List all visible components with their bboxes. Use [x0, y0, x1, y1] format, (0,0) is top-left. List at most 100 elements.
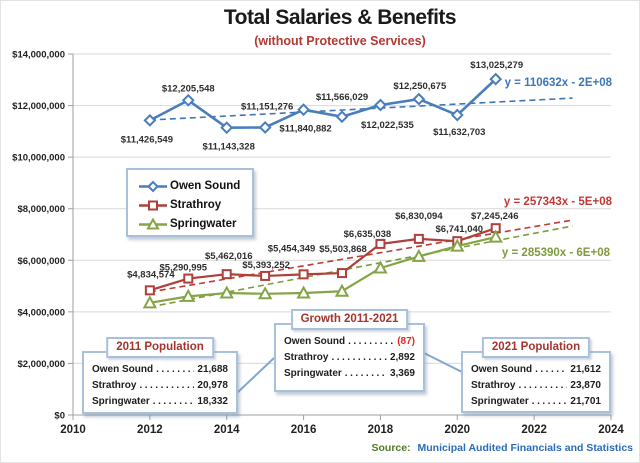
callout-row-value: 23,870	[570, 380, 601, 391]
springwater-marker	[219, 285, 234, 299]
strathroy-marker	[260, 270, 271, 281]
callout-title: 2021 Population	[481, 337, 591, 358]
y-axis-tick-label: $0	[54, 411, 65, 422]
strathroy-marker	[298, 269, 309, 280]
dotted-leader	[331, 350, 387, 363]
y-axis-tick-label: $6,000,000	[17, 256, 65, 267]
source-label: Source:	[371, 442, 411, 454]
strathroy-data-label: $5,462,016	[205, 251, 253, 262]
trendline-equation-owen-sound: y = 110632x - 2E+08	[504, 77, 612, 89]
callout-row-value: 2,892	[389, 352, 415, 363]
springwater-marker	[257, 286, 273, 300]
callout-growth-2011-2021: Growth 2011-2021 Owen Sound (87) Strathroy…	[274, 309, 425, 392]
dotted-leader	[532, 394, 568, 407]
callout-row: Strathroy 2,892	[284, 350, 415, 366]
strathroy-data-label: $6,830,094	[395, 211, 443, 222]
x-axis-tick-label: 2016	[291, 424, 317, 436]
owen-sound-data-label: $11,566,029	[316, 92, 368, 103]
springwater-line	[149, 236, 496, 304]
legend-label: Owen Sound	[170, 180, 241, 192]
owen-sound-data-label: $12,022,535	[361, 120, 415, 131]
strathroy-marker	[183, 273, 194, 284]
chart-title: Total Salaries & Benefits	[223, 6, 457, 29]
callout-row-value: 3,369	[389, 368, 415, 379]
owen-sound-marker	[258, 121, 272, 134]
springwater-marker	[142, 295, 158, 309]
callout-row-value: 18,332	[197, 396, 228, 407]
springwater-marker	[411, 248, 427, 262]
callout-row: Strathroy 23,870	[471, 378, 601, 394]
callout-row: Springwater 18,332	[92, 394, 228, 410]
x-axis-tick-label: 2012	[137, 424, 163, 436]
owen-sound-marker	[374, 98, 387, 112]
callout-title: 2011 Population	[106, 337, 214, 358]
springwater-marker	[488, 229, 503, 243]
trendline-strathroy	[149, 219, 573, 293]
callout-row-name: Springwater	[92, 396, 150, 407]
dotted-leader	[156, 362, 194, 375]
y-axis-tick-label: $12,000,000	[12, 101, 65, 112]
callout-connector-left	[236, 357, 275, 394]
chart-subtitle: (without Protective Services)	[254, 34, 426, 48]
owen-sound-data-label: $13,025,279	[470, 60, 523, 71]
dotted-leader	[345, 366, 387, 379]
strathroy-marker	[375, 238, 386, 249]
strathroy-marker	[144, 285, 155, 296]
trendline-owen-sound	[149, 97, 573, 121]
legend: Owen Sound Strathroy Springwater	[126, 168, 254, 237]
x-axis-tick-label: 2024	[598, 424, 624, 436]
callout-row-name: Springwater	[471, 396, 529, 407]
callout-title: Growth 2011-2021	[290, 309, 409, 330]
owen-sound-marker-icon	[139, 180, 167, 192]
strathroy-marker-icon	[139, 200, 167, 210]
owen-sound-data-label: $11,840,882	[279, 124, 331, 135]
x-axis-tick-label: 2014	[214, 424, 240, 436]
callout-2021-population: 2021 Population Owen Sound 21,612 Strathro…	[461, 337, 611, 413]
trendline-equation-springwater: y = 285390x - 6E+08	[501, 247, 610, 259]
owen-sound-data-label: $12,250,675	[393, 81, 447, 92]
callout-row-name: Owen Sound	[471, 364, 533, 375]
dotted-leader	[518, 378, 567, 391]
x-axis-tick-label: 2022	[521, 424, 547, 436]
y-axis-tick-label: $4,000,000	[17, 307, 65, 318]
strathroy-data-label: $7,245,246	[471, 211, 519, 222]
callout-row-value: (87)	[397, 336, 415, 347]
callout-row: Springwater 3,369	[284, 366, 415, 382]
y-axis-tick-label: $2,000,000	[17, 359, 65, 370]
owen-sound-marker	[181, 93, 195, 107]
owen-sound-marker	[489, 72, 503, 86]
strathroy-data-label: $5,393,252	[242, 260, 290, 271]
x-axis-tick-label: 2018	[368, 424, 394, 436]
y-axis-tick-label: $14,000,000	[12, 50, 65, 61]
callout-connector-right	[423, 352, 463, 373]
legend-item-strathroy: Strathroy	[138, 196, 252, 214]
strathroy-marker	[337, 268, 347, 279]
callout-row-name: Strathroy	[92, 380, 137, 391]
callout-row-value: 20,978	[197, 380, 228, 391]
callout-row-name: Strathroy	[284, 352, 329, 363]
callout-row-value: 21,688	[197, 364, 228, 375]
owen-sound-marker	[220, 121, 234, 135]
x-axis-tick-label: 2020	[444, 424, 470, 436]
owen-sound-data-label: $11,143,328	[203, 142, 255, 153]
owen-sound-line	[149, 78, 497, 129]
owen-sound-data-label: $11,151,276	[241, 101, 293, 112]
callout-row-name: Owen Sound	[92, 364, 154, 375]
callout-row: Owen Sound (87)	[284, 334, 415, 350]
strathroy-marker	[221, 269, 232, 280]
springwater-marker	[296, 285, 311, 299]
y-axis-tick-label: $10,000,000	[12, 153, 65, 164]
callout-row-name: Springwater	[284, 368, 342, 379]
callout-2011-population: 2011 Population Owen Sound 21,688 Strathro…	[82, 337, 238, 414]
dotted-leader	[153, 394, 195, 407]
springwater-marker	[181, 288, 196, 302]
strathroy-data-label: $4,834,574	[127, 269, 175, 280]
y-axis-tick-label: $8,000,000	[17, 204, 65, 215]
source-note: Source: Municipal Audited Financials and…	[372, 442, 634, 454]
strathroy-data-label: $6,741,040	[436, 224, 484, 235]
springwater-marker	[450, 238, 465, 252]
owen-sound-data-label: $12,205,548	[162, 83, 215, 94]
owen-sound-marker	[412, 92, 426, 106]
callout-row: Owen Sound 21,688	[92, 362, 228, 378]
